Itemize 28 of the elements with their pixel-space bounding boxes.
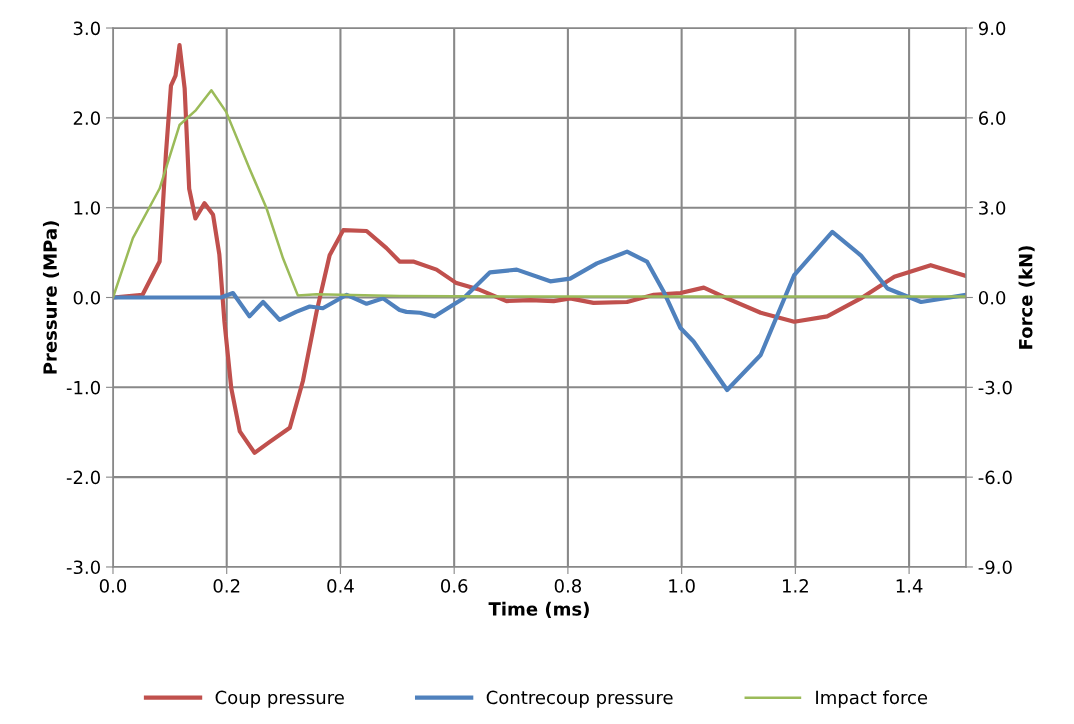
y2-tick-label: -3.0 — [978, 380, 1012, 395]
y-tick-label: -3.0 — [66, 560, 100, 575]
legend-label: Contrecoup pressure — [486, 690, 673, 708]
y-tick-label: 2.0 — [73, 111, 100, 125]
y2-tick-label: 6.0 — [979, 111, 1006, 125]
x-tick-label: 1.0 — [669, 579, 695, 593]
y2-tick-label: 9.0 — [978, 21, 1006, 36]
x-tick-label: 1.4 — [896, 579, 923, 593]
y2-tick-label: 0.0 — [978, 290, 1006, 305]
y-tick-label: -1.0 — [66, 380, 100, 395]
y2-tick-label: -6.0 — [978, 470, 1012, 485]
y2-axis-title: Force (kN) — [1018, 246, 1035, 349]
y-tick-label: 0.0 — [73, 290, 100, 305]
x-tick-label: 0.2 — [213, 579, 240, 593]
y-tick-label: 3.0 — [73, 21, 100, 36]
x-tick-label: 0.0 — [99, 579, 127, 593]
x-tick-label: 0.4 — [327, 579, 354, 593]
y-tick-label: -2.0 — [66, 470, 100, 485]
x-tick-label: 0.6 — [441, 579, 468, 593]
y2-tick-label: -9.0 — [978, 560, 1012, 575]
x-tick-label: 0.8 — [554, 579, 582, 593]
y2-tick-label: 3.0 — [979, 201, 1006, 215]
legend-label: Coup pressure — [215, 690, 344, 708]
legend-label: Impact force — [816, 690, 928, 708]
x-axis-title: Time (ms) — [488, 601, 589, 618]
y-axis-title: Pressure (MPa) — [42, 221, 60, 374]
y-tick-label: 1.0 — [74, 201, 100, 215]
x-tick-label: 1.2 — [782, 579, 808, 593]
